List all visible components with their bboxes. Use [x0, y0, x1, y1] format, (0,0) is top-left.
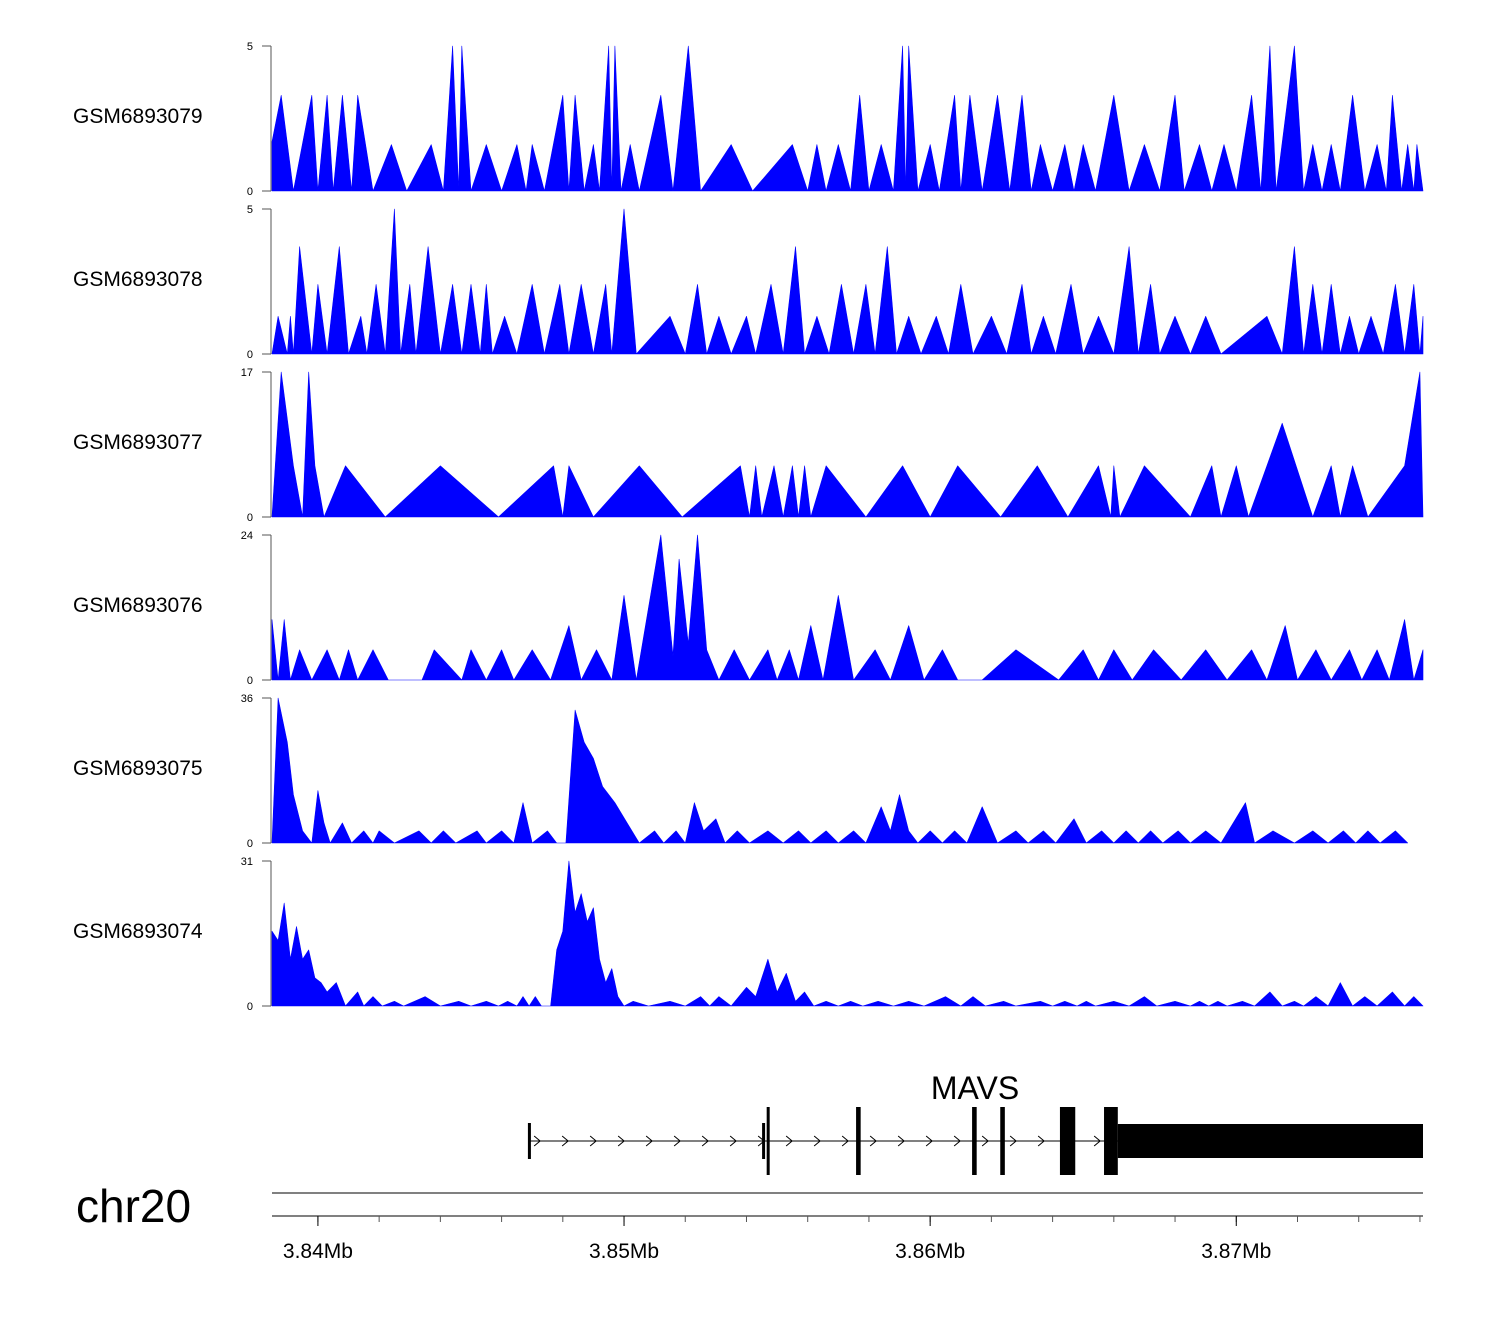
y-tick-label-min: 0 — [247, 349, 253, 361]
gene-track: MAVS — [527, 1070, 1423, 1175]
strand-arrow — [981, 1135, 989, 1147]
strand-arrow — [1009, 1135, 1017, 1147]
coverage-area — [271, 860, 1424, 1007]
y-tick-label-max: 17 — [241, 367, 253, 379]
strand-arrow — [589, 1135, 597, 1147]
strand-arrow — [561, 1135, 569, 1147]
y-tick-label-min: 0 — [247, 838, 253, 850]
strand-arrow — [1037, 1135, 1045, 1147]
track-GSM6893076: GSM6893076 24 0 — [73, 530, 1424, 687]
y-tick-label-max: 31 — [241, 856, 253, 868]
exon — [1104, 1107, 1118, 1175]
track-GSM6893074: GSM6893074 31 0 — [73, 856, 1424, 1013]
strand-arrow — [925, 1135, 933, 1147]
exon — [762, 1123, 766, 1159]
track-label: GSM6893079 — [73, 105, 203, 128]
track-GSM6893077: GSM6893077 17 0 — [73, 367, 1424, 524]
y-tick-label-max: 5 — [247, 41, 253, 53]
exon — [527, 1123, 531, 1159]
coverage-area — [271, 45, 1424, 192]
genome-axis: chr20 3.84Mb 3.85Mb 3.86Mb 3.87Mb — [76, 1180, 1423, 1263]
y-tick-label-max: 24 — [241, 530, 253, 542]
strand-arrow — [785, 1135, 793, 1147]
coverage-area — [271, 534, 1424, 681]
strand-arrow — [701, 1135, 709, 1147]
strand-arrow — [617, 1135, 625, 1147]
coverage-area — [271, 208, 1424, 355]
x-tick-label: 3.86Mb — [895, 1240, 965, 1263]
y-tick-label-max: 36 — [241, 693, 253, 705]
track-label: GSM6893077 — [73, 431, 203, 454]
track-label: GSM6893076 — [73, 594, 203, 617]
exon — [856, 1107, 861, 1175]
y-tick-label-min: 0 — [247, 1001, 253, 1013]
y-tick-label-min: 0 — [247, 512, 253, 524]
y-tick-label-max: 5 — [247, 204, 253, 216]
strand-arrow — [841, 1135, 849, 1147]
y-tick-label-min: 0 — [247, 675, 253, 687]
x-tick-label: 3.87Mb — [1201, 1240, 1271, 1263]
chromosome-label: chr20 — [76, 1180, 191, 1232]
strand-arrow — [813, 1135, 821, 1147]
strand-arrow — [645, 1135, 653, 1147]
exon — [1059, 1107, 1076, 1175]
x-tick-label: 3.84Mb — [283, 1240, 353, 1263]
strand-arrow — [533, 1135, 541, 1147]
exon — [766, 1107, 770, 1175]
x-tick-label: 3.85Mb — [589, 1240, 659, 1263]
strand-arrow — [953, 1135, 961, 1147]
exon — [1000, 1107, 1005, 1175]
utr-block — [1117, 1124, 1423, 1158]
coverage-area — [271, 371, 1424, 518]
track-label: GSM6893075 — [73, 757, 203, 780]
track-GSM6893075: GSM6893075 36 0 — [73, 693, 1408, 850]
strand-arrow — [673, 1135, 681, 1147]
strand-arrow — [729, 1135, 737, 1147]
coverage-area — [271, 697, 1408, 844]
track-GSM6893078: GSM6893078 5 0 — [73, 204, 1424, 361]
y-tick-label-min: 0 — [247, 186, 253, 198]
track-GSM6893079: GSM6893079 5 0 — [73, 41, 1424, 198]
track-label: GSM6893078 — [73, 268, 203, 291]
coverage-tracks: GSM689307950GSM689307850GSM6893077170GSM… — [73, 41, 1424, 1013]
strand-arrow — [869, 1135, 877, 1147]
gene-name-label: MAVS — [931, 1070, 1019, 1106]
exon — [972, 1107, 977, 1175]
track-label: GSM6893074 — [73, 920, 203, 943]
strand-arrow — [1093, 1135, 1101, 1147]
strand-arrow — [897, 1135, 905, 1147]
